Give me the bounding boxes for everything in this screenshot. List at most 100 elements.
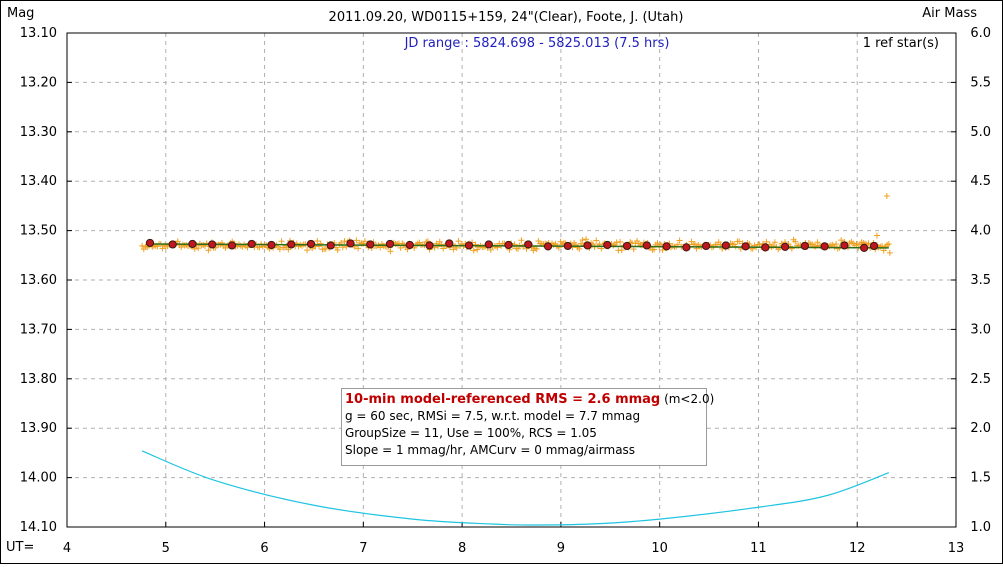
- raw-point: [883, 193, 890, 200]
- raw-point: [873, 232, 880, 239]
- y-left-tick-label: 13.80: [20, 372, 57, 387]
- airmass-layer: [141, 450, 890, 526]
- raw-point: [654, 240, 661, 247]
- raw-point: [736, 238, 743, 245]
- binned-point: [781, 242, 790, 252]
- binned-point: [366, 240, 375, 249]
- binned-point: [267, 240, 276, 250]
- stats-rms-line: 10-min model-referenced RMS = 2.6 mmag (…: [345, 391, 714, 408]
- binned-point: [385, 239, 395, 249]
- raw-point: [533, 246, 540, 253]
- raw-point: [470, 247, 477, 254]
- raw-point: [353, 237, 360, 244]
- y-right-tick-label: 3.0: [970, 322, 991, 337]
- binned-point: [504, 240, 513, 250]
- raw-point: [853, 240, 860, 247]
- y-right-tick-label: 2.0: [970, 421, 991, 436]
- y-right-tick-label: 1.5: [970, 471, 991, 486]
- y-left-tick-label: 13.30: [20, 125, 57, 140]
- raw-point: [833, 241, 840, 248]
- binned-point: [287, 240, 296, 249]
- binned-point: [869, 241, 879, 251]
- x-axis-label: UT=: [6, 540, 34, 555]
- binned-point: [721, 241, 730, 250]
- x-tick-label: 4: [63, 541, 71, 556]
- ref-stars-label: 1 ref star(s): [863, 36, 939, 51]
- y-left-tick-label: 13.60: [20, 273, 57, 288]
- binned-point: [662, 242, 671, 251]
- binned-point: [563, 241, 572, 251]
- raw-point: [205, 247, 212, 254]
- binned-point: [227, 241, 237, 250]
- raw-point: [515, 245, 522, 252]
- raw-point: [139, 242, 146, 249]
- x-tick-label: 6: [260, 541, 268, 556]
- x-tick-label: 5: [162, 541, 170, 556]
- raw-point: [450, 246, 457, 253]
- raw-point: [472, 241, 479, 248]
- binned-point: [188, 239, 197, 249]
- raw-point: [438, 241, 445, 248]
- airmass-curve: [141, 450, 890, 526]
- y-axis-right-label: Air Mass: [922, 6, 977, 21]
- y-axis-left-label: Mag: [7, 6, 34, 21]
- binned-point: [840, 241, 849, 250]
- raw-point: [278, 238, 285, 245]
- y-right-tick-label: 4.0: [970, 224, 991, 239]
- binned-point: [208, 240, 217, 249]
- raw-point: [195, 245, 202, 252]
- raw-point: [613, 239, 620, 246]
- binned-point: [405, 240, 414, 250]
- raw-point: [314, 237, 321, 244]
- stats-line-2: g = 60 sec, RMSi = 7.5, w.r.t. model = 7…: [345, 409, 641, 423]
- y-left-tick-label: 13.10: [20, 26, 57, 41]
- x-tick-label: 8: [458, 541, 466, 556]
- jd-range-label: JD range : 5824.698 - 5825.013 (7.5 hrs): [404, 36, 670, 51]
- raw-point: [691, 240, 698, 247]
- raw-point: [317, 240, 324, 247]
- raw-point: [771, 239, 778, 246]
- x-tick-label: 10: [651, 541, 668, 556]
- chart-title: 2011.09.20, WD0115+159, 24"(Clear), Foot…: [329, 10, 684, 25]
- y-left-tick-label: 14.10: [20, 520, 57, 535]
- y-right-tick-label: 6.0: [970, 26, 991, 41]
- raw-point: [886, 249, 893, 256]
- raw-point: [676, 237, 683, 244]
- binned-point: [543, 242, 553, 251]
- raw-point: [788, 245, 795, 252]
- raw-point: [617, 238, 624, 245]
- x-tick-label: 12: [849, 541, 866, 556]
- y-left-tick-label: 13.20: [20, 75, 57, 90]
- raw-point: [651, 246, 658, 253]
- raw-point: [361, 238, 368, 245]
- y-left-tick-label: 13.40: [20, 174, 57, 189]
- y-right-tick-label: 5.5: [970, 75, 991, 90]
- y-left-tick-label: 14.00: [20, 471, 57, 486]
- raw-point: [334, 246, 341, 253]
- y-right-tick-label: 3.5: [970, 273, 991, 288]
- binned-point: [168, 240, 177, 249]
- ticks-layer: 4 5 6 7 8 9 10 11 12 13 13.10 13.20 13.30 13.40 13.50 1…: [20, 26, 991, 556]
- stats-line-3: GroupSize = 11, Use = 100%, RCS = 1.05: [345, 426, 597, 440]
- y-right-tick-label: 2.5: [970, 372, 991, 387]
- binned-point: [145, 238, 155, 248]
- binned-point: [445, 239, 454, 248]
- binned-point: [583, 241, 592, 250]
- stats-box: 10-min model-referenced RMS = 2.6 mmag (…: [341, 388, 714, 466]
- raw-point: [387, 248, 394, 255]
- raw-point: [355, 245, 362, 252]
- y-left-tick-label: 13.70: [20, 322, 57, 337]
- x-tick-label: 7: [359, 541, 367, 556]
- y-right-tick-label: 4.5: [970, 174, 991, 189]
- binned-point: [425, 241, 434, 250]
- binned-point: [524, 240, 533, 249]
- raw-point: [885, 240, 892, 247]
- raw-point: [455, 238, 462, 245]
- raw-point: [285, 246, 292, 253]
- binned-point: [820, 242, 829, 251]
- raw-point: [579, 236, 586, 243]
- rms-suffix: (m<2.0): [660, 392, 715, 406]
- raw-point: [792, 238, 799, 245]
